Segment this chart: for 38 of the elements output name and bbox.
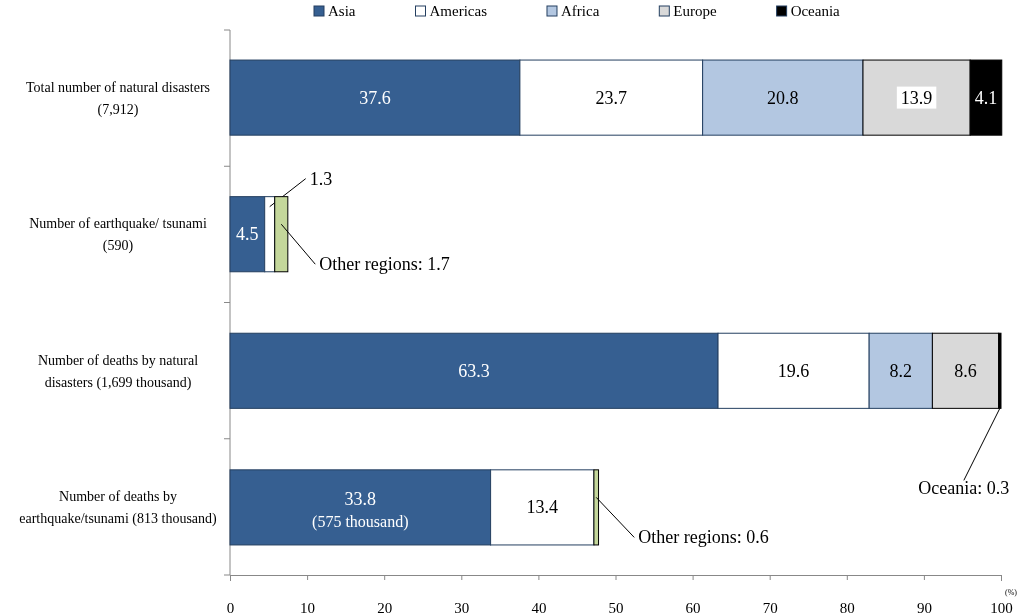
legend-label: Americas [429,3,488,19]
x-tick-label: 20 [377,599,393,616]
x-tick-label: 70 [762,599,778,616]
x-tick-label: 0 [226,599,235,616]
data-label: 8.2 [889,360,913,381]
data-label: 23.7 [595,87,628,108]
x-tick-label: 60 [685,599,701,616]
data-label: 4.1 [974,87,998,108]
data-label: Other regions: 1.7 [319,254,450,275]
y-tick-label: Total number of natural disasters (7,912) [25,79,211,118]
x-tick-label: 90 [916,599,932,616]
data-label: 20.8 [767,87,799,108]
data-label: 63.3 [458,360,490,381]
legend-label: Oceania [790,3,841,19]
x-tick-label: 50 [608,599,624,616]
data-label: 13.9 [900,87,933,108]
y-tick-label: Number of deaths by natural disasters (1,699 thousand) [37,352,199,391]
data-label: Other regions: 0.6 [638,527,769,548]
x-tick-label: 80 [839,599,855,616]
data-label: 4.5 [236,224,259,245]
x-tick-label: 30 [454,599,470,616]
data-label: 13.4 [526,497,559,518]
x-tick-label: 100 [990,599,1013,616]
x-tick-label: 10 [300,599,316,616]
data-label: Oceania: 0.3 [918,478,1010,499]
x-axis-title: (%) [1005,588,1018,597]
data-label: 33.8 [344,489,377,510]
data-label: 8.6 [954,360,977,381]
x-tick-label: 40 [531,599,547,616]
y-tick-label: Number of deaths by earthquake/tsunami (813 thousand) [19,489,218,528]
annotation: (575 thousand) [312,513,409,532]
legend-label: Asia [328,3,356,19]
legend-label: Africa [560,3,600,19]
data-label: 1.3 [309,168,333,189]
data-label: 19.6 [777,360,810,381]
data-label: 37.6 [359,87,391,108]
legend-label: Europe [673,3,717,19]
y-tick-label: Number of earthquake/ tsunami (590) [29,216,207,255]
